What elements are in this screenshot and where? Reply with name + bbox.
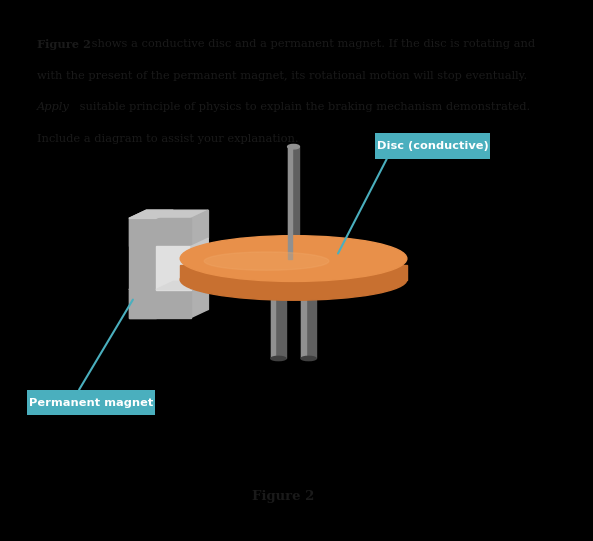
Ellipse shape: [271, 357, 286, 361]
Ellipse shape: [288, 144, 299, 149]
Polygon shape: [129, 281, 173, 289]
Bar: [288, 147, 299, 259]
Ellipse shape: [180, 236, 407, 281]
FancyBboxPatch shape: [375, 133, 490, 159]
Bar: [271, 277, 275, 359]
Bar: [180, 266, 407, 280]
Polygon shape: [191, 210, 208, 246]
FancyBboxPatch shape: [27, 390, 155, 415]
Bar: [156, 246, 191, 289]
Polygon shape: [146, 281, 208, 309]
Ellipse shape: [301, 275, 316, 279]
Bar: [271, 277, 286, 359]
Polygon shape: [146, 210, 208, 238]
Ellipse shape: [301, 357, 316, 361]
Ellipse shape: [204, 252, 329, 270]
Polygon shape: [129, 281, 208, 289]
Ellipse shape: [180, 259, 407, 300]
Polygon shape: [146, 210, 173, 309]
Text: with the present of the permanent magnet, its rotational motion will stop eventu: with the present of the permanent magnet…: [37, 71, 527, 81]
Bar: [288, 147, 292, 259]
Text: Include a diagram to assist your explanation.: Include a diagram to assist your explana…: [37, 134, 299, 144]
Text: Figure 2: Figure 2: [251, 490, 314, 503]
Text: shows a conductive disc and a permanent magnet. If the disc is rotating and: shows a conductive disc and a permanent …: [88, 39, 535, 49]
Polygon shape: [191, 238, 208, 289]
Text: Disc (conductive): Disc (conductive): [377, 141, 489, 151]
Bar: [129, 219, 156, 318]
Bar: [129, 289, 191, 318]
Bar: [301, 277, 305, 359]
Polygon shape: [156, 281, 208, 289]
Bar: [301, 277, 316, 359]
Text: Figure 2: Figure 2: [37, 39, 91, 50]
Polygon shape: [129, 210, 208, 219]
Polygon shape: [156, 238, 173, 289]
Polygon shape: [191, 281, 208, 318]
Bar: [129, 219, 191, 246]
Text: Apply: Apply: [37, 102, 70, 112]
Text: Permanent magnet: Permanent magnet: [29, 398, 154, 408]
Polygon shape: [129, 210, 173, 219]
Text: suitable principle of physics to explain the braking mechanism demonstrated.: suitable principle of physics to explain…: [76, 102, 530, 112]
Ellipse shape: [271, 275, 286, 279]
